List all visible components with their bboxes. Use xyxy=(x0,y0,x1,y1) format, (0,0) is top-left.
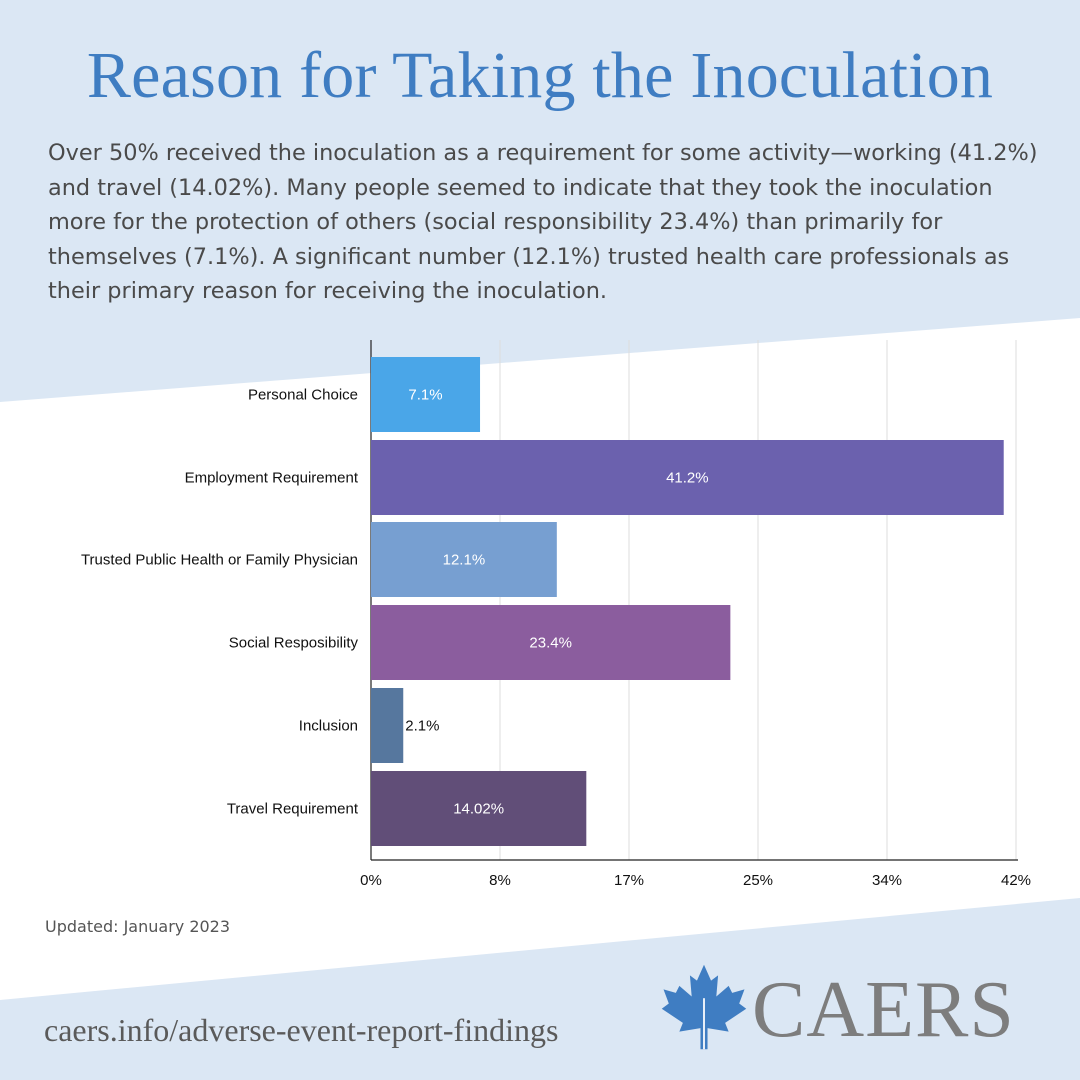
data-label: 7.1% xyxy=(408,387,442,404)
data-label: 41.2% xyxy=(666,470,709,487)
category-label: Social Resposibility xyxy=(228,634,358,651)
category-label: Inclusion xyxy=(298,717,358,734)
data-label: 14.02% xyxy=(453,801,504,818)
bar xyxy=(371,440,1004,515)
x-tick-label: 34% xyxy=(871,872,903,889)
data-label: 23.4% xyxy=(529,635,572,652)
x-tick-label: 0% xyxy=(360,872,382,889)
bar xyxy=(371,688,404,763)
data-label: 2.1% xyxy=(405,718,439,735)
summary-text: Over 50% received the inoculation as a r… xyxy=(48,140,1038,304)
category-label: Travel Requirement xyxy=(226,800,358,817)
x-tick-label: 25% xyxy=(742,872,774,889)
bar xyxy=(371,771,587,846)
category-label: Personal Choice xyxy=(247,386,358,403)
bar xyxy=(371,522,557,597)
maple-leaf-icon xyxy=(661,964,747,1050)
top-background-band xyxy=(0,0,1080,402)
x-tick-label: 8% xyxy=(489,872,511,889)
category-label: Employment Requirement xyxy=(184,469,358,486)
bottom-background-band xyxy=(0,898,1080,1080)
x-tick-label: 17% xyxy=(613,872,645,889)
brand-logo-text: CAERS xyxy=(752,966,1015,1054)
page-title: Reason for Taking the Inoculation xyxy=(86,39,994,112)
data-label: 12.1% xyxy=(443,552,486,569)
x-tick-label: 42% xyxy=(1000,872,1032,889)
updated-date: Updated: January 2023 xyxy=(45,917,231,936)
footer-url[interactable]: caers.info/adverse-event-report-findings xyxy=(44,1012,559,1048)
category-label: Trusted Public Health or Family Physicia… xyxy=(80,551,358,568)
bar xyxy=(371,357,481,432)
bar xyxy=(371,605,731,680)
